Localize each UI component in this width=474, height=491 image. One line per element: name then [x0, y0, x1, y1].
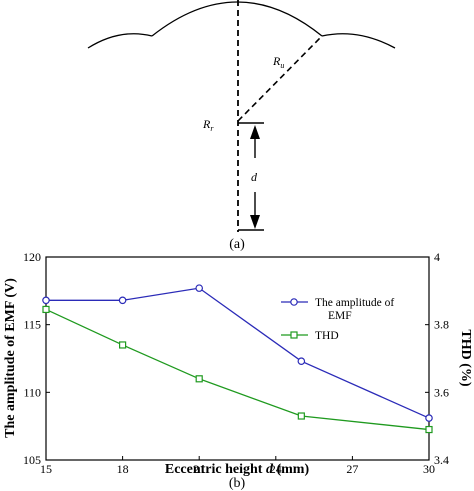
series-line-1 [45, 308, 430, 431]
y-tick-label: 110 [23, 385, 41, 399]
y2-axis-title: THD (%) [458, 329, 473, 387]
x-tick-label: 15 [40, 462, 52, 476]
y-tick-label: 115 [23, 318, 41, 332]
legend-emf-label: The amplitude of EMF [315, 297, 394, 322]
rotor-arc-right [321, 33, 396, 49]
y2-tick-label: 4 [434, 250, 440, 264]
data-point-emf [195, 284, 204, 292]
data-point-thd [297, 412, 305, 420]
x-axis-title: Eccentric height d (mm) [165, 462, 310, 477]
y2-axis-ticks: 3.4 3.6 3.8 4 [425, 250, 449, 467]
plot-frame [45, 256, 430, 461]
arrow-up-head [250, 125, 260, 139]
data-point-thd [195, 375, 203, 383]
rotor-arc-main [151, 1, 323, 37]
ru-label: Ru [272, 54, 284, 70]
y2-tick-label: 3.4 [434, 453, 449, 467]
panel-a-diagram: Ru Rr d (a) [87, 0, 396, 252]
panel-b-chart: 15 18 21 24 27 30 105 110 115 120 3.4 3.6 3.8 4 Ecc… [3, 250, 473, 491]
y-tick-label: 120 [23, 250, 41, 264]
x-tick-label: 30 [423, 462, 435, 476]
d-label: d [251, 170, 258, 184]
data-point-emf [425, 414, 433, 422]
data-point-emf [118, 296, 127, 305]
x-tick-label: 24 [270, 462, 282, 476]
arrow-down-head [250, 215, 260, 229]
x-tick-label: 18 [117, 462, 129, 476]
panel-b-label: (b) [229, 476, 246, 491]
data-point-thd [118, 341, 127, 349]
x-axis-ticks: 15 18 21 24 27 30 [40, 456, 435, 476]
x-tick-label: 21 [193, 462, 205, 476]
rotor-arc-left [87, 33, 153, 49]
legend: The amplitude of EMF THD [281, 297, 394, 342]
legend-emf-marker [290, 298, 298, 306]
x-tick-label: 27 [346, 462, 358, 476]
y2-tick-label: 3.8 [434, 318, 449, 332]
y2-tick-label: 3.6 [434, 385, 449, 399]
rr-label: Rr [202, 117, 214, 133]
data-point-thd [42, 305, 50, 314]
data-point-emf [297, 357, 306, 366]
y-axis-title: The amplitude of EMF (V) [3, 278, 18, 438]
data-point-emf [42, 296, 50, 305]
legend-thd-label: THD [315, 330, 339, 342]
panel-a-label: (a) [229, 237, 245, 252]
y-axis-ticks: 105 110 115 120 [23, 250, 50, 467]
series-layer [42, 284, 433, 434]
legend-thd-marker [290, 331, 298, 339]
data-point-thd [425, 425, 433, 434]
radius-ru-dashed-line [237, 35, 323, 122]
y-tick-label: 105 [23, 453, 41, 467]
